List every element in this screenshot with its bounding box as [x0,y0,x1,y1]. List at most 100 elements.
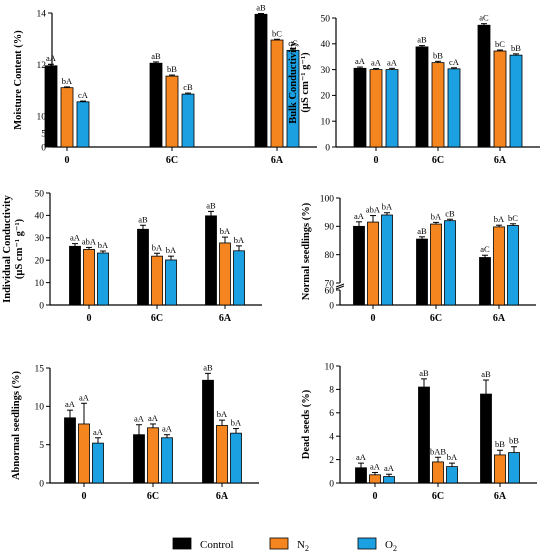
significance-label: aB [138,214,148,224]
bar-control [149,62,163,148]
bar-control [254,13,268,148]
significance-label: aB [481,369,491,379]
bar-n2 [165,75,179,148]
significance-label: aA [355,56,366,66]
x-category-label: 6C [430,313,442,324]
x-category-label: 0 [82,491,87,502]
significance-label: aB [419,368,429,378]
x-category-label: 0 [87,313,92,324]
significance-label: aB [206,200,216,210]
y-tick-label: 4 [329,433,334,443]
bar-n2 [151,255,163,306]
bar-o2 [446,466,458,484]
significance-label: cA [449,57,460,67]
x-category-label: 6A [493,313,506,324]
bar-control [477,24,491,148]
x-category-label: 6C [432,491,444,502]
y-tick-label: 12 [37,61,47,71]
bar-o2 [230,432,242,484]
legend-swatch-n2 [269,537,289,550]
legend-subscript: 2 [305,544,309,553]
bar-control [418,386,430,484]
x-category-label: 6C [147,491,159,502]
bar-o2 [447,68,461,148]
y-tick-label: 14 [37,9,47,19]
chart-panel-1: 0 5 10 12 14 Moisture Content (%) 0 aA bA cA 6C aB b… [13,3,317,166]
bar-control [133,434,145,484]
significance-label: aA [148,413,159,423]
bar-o2 [383,476,395,484]
y-tick-label: 20 [321,92,331,102]
bar-o2 [161,437,173,484]
bar-control [137,228,149,306]
y-tick-label: 6 [329,409,334,419]
bar-o2 [381,214,393,306]
significance-label: bB [433,50,443,60]
significance-label: bB [495,439,505,449]
y-tick-label: 10 [321,118,331,128]
bar-n2 [493,50,507,148]
y-axis-title: Bulk Conductivity [288,40,299,123]
y-tick-label: 40 [35,212,45,222]
bar-n2 [147,427,159,484]
bar-control [205,215,217,306]
y-tick-label: 60 [325,286,335,296]
significance-label: bC [508,213,518,223]
y-tick-label: 10 [35,403,45,413]
significance-label: aA [371,58,382,68]
significance-label: bA [382,202,393,212]
significance-label: cA [78,90,89,100]
significance-label: bA [220,226,231,236]
significance-label: abA [82,236,97,246]
significance-label: bB [511,43,521,53]
significance-label: aA [387,57,398,67]
significance-label: aA [370,461,381,471]
significance-label: abA [366,205,381,215]
significance-label: aA [70,233,81,243]
significance-label: bA [447,452,458,462]
significance-label: bA [98,240,109,250]
bar-n2 [83,249,95,306]
chart-panel-3: 0 10 20 30 40 50 Individual Conductivity (µS cm… [2,189,262,324]
significance-label: aB [417,226,427,236]
significance-label: bA [234,235,245,245]
bar-n2 [216,425,228,484]
y-axis-title: Abnormal seedlings (%) [11,370,22,480]
y-axis-title: Moisture Content (%) [13,30,24,130]
bar-n2 [270,39,284,148]
y-tick-label: 5 [41,129,46,139]
legend-label-o2: O2 [385,539,397,553]
y-tick-label: 15 [35,364,45,374]
significance-label: aB [151,51,161,61]
y-tick-label: 10 [37,112,47,122]
x-category-label: 6A [219,313,232,324]
significance-label: aA [162,424,173,434]
legend-label-n2: N2 [297,539,309,553]
y-tick-label: 2 [329,456,334,466]
bar-control [416,238,428,306]
x-category-label: 0 [373,491,378,502]
y-tick-label: 80 [325,251,335,261]
y-axis-title-units: (µS cm⁻¹ g⁻¹) [300,52,311,113]
significance-label: bB [167,64,177,74]
significance-label: bB [509,436,519,446]
bar-control [480,393,492,484]
legend: Control N2 O2 [172,537,397,553]
significance-label: cC [288,38,298,48]
x-category-label: 6C [432,155,444,166]
bar-n2 [431,62,445,148]
bar-control [355,467,367,484]
axis-break-mark [335,283,345,288]
bar-o2 [165,259,177,306]
y-tick-label: 90 [325,223,335,233]
y-tick-label: 0 [325,143,330,153]
bar-control [479,257,491,306]
y-tick-label: 8 [329,386,334,396]
significance-label: aC [480,244,490,254]
bar-o2 [507,225,519,306]
bar-n2 [430,223,442,306]
